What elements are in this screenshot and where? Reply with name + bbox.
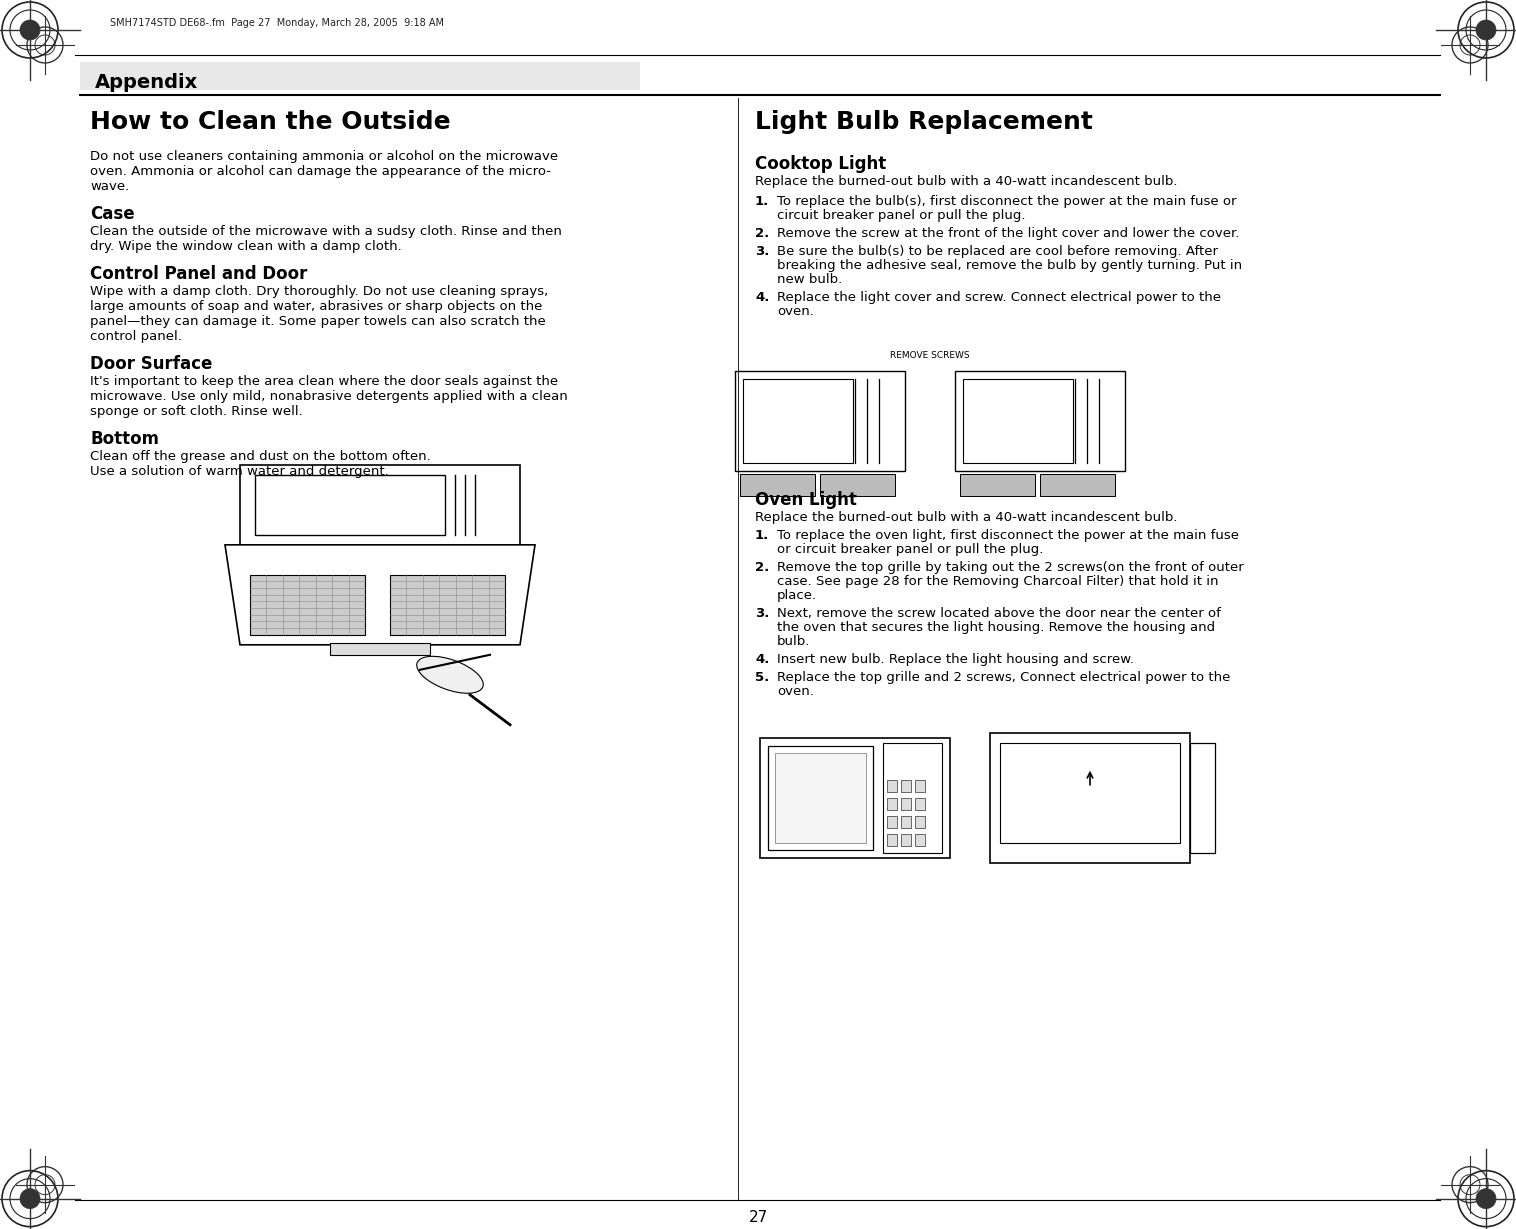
Text: Bottom: Bottom	[89, 430, 159, 447]
Text: Remove the screw at the front of the light cover and lower the cover.: Remove the screw at the front of the lig…	[778, 227, 1240, 240]
Text: breaking the adhesive seal, remove the bulb by gently turning. Put in: breaking the adhesive seal, remove the b…	[778, 259, 1242, 272]
Bar	[735, 371, 905, 471]
Text: Replace the burned-out bulb with a 40-watt incandescent bulb.: Replace the burned-out bulb with a 40-wa…	[755, 175, 1178, 188]
Text: 2.: 2.	[755, 227, 769, 240]
Bar	[955, 371, 1125, 471]
Text: microwave. Use only mild, nonabrasive detergents applied with a clean: microwave. Use only mild, nonabrasive de…	[89, 390, 568, 403]
Bar	[240, 465, 520, 544]
Text: Clean the outside of the microwave with a sudsy cloth. Rinse and then: Clean the outside of the microwave with …	[89, 225, 562, 238]
Circle shape	[20, 20, 39, 41]
Bar	[960, 474, 1035, 495]
Bar	[743, 379, 854, 463]
Text: 3.: 3.	[755, 607, 770, 619]
Bar	[887, 816, 897, 828]
Text: Remove the top grille by taking out the 2 screws(on the front of outer: Remove the top grille by taking out the …	[778, 560, 1243, 574]
Text: Light Bulb Replacement: Light Bulb Replacement	[755, 109, 1093, 134]
Circle shape	[1477, 1188, 1496, 1208]
Bar	[901, 833, 911, 846]
Bar	[250, 575, 365, 635]
Bar	[901, 816, 911, 828]
Text: 1.: 1.	[755, 528, 769, 542]
Text: circuit breaker panel or pull the plug.: circuit breaker panel or pull the plug.	[778, 209, 1025, 222]
Text: panel—they can damage it. Some paper towels can also scratch the: panel—they can damage it. Some paper tow…	[89, 315, 546, 328]
Polygon shape	[224, 544, 535, 645]
Text: SMH7174STD DE68-.fm  Page 27  Monday, March 28, 2005  9:18 AM: SMH7174STD DE68-.fm Page 27 Monday, Marc…	[111, 18, 444, 28]
Bar	[1040, 474, 1114, 495]
Text: Door Surface: Door Surface	[89, 355, 212, 372]
Text: Insert new bulb. Replace the light housing and screw.: Insert new bulb. Replace the light housi…	[778, 653, 1134, 666]
Bar	[769, 746, 873, 849]
Text: Use a solution of warm water and detergent.: Use a solution of warm water and deterge…	[89, 465, 388, 478]
Bar	[80, 61, 640, 90]
Bar	[882, 742, 941, 853]
Bar	[760, 737, 951, 858]
Text: dry. Wipe the window clean with a damp cloth.: dry. Wipe the window clean with a damp c…	[89, 240, 402, 253]
Text: large amounts of soap and water, abrasives or sharp objects on the: large amounts of soap and water, abrasiv…	[89, 300, 543, 313]
Circle shape	[20, 1188, 39, 1208]
Text: Replace the top grille and 2 screws, Connect electrical power to the: Replace the top grille and 2 screws, Con…	[778, 671, 1231, 683]
Bar	[887, 833, 897, 846]
Text: the oven that secures the light housing. Remove the housing and: the oven that secures the light housing.…	[778, 621, 1216, 634]
Text: To replace the bulb(s), first disconnect the power at the main fuse or: To replace the bulb(s), first disconnect…	[778, 195, 1237, 208]
Text: Oven Light: Oven Light	[755, 490, 857, 509]
Text: Control Panel and Door: Control Panel and Door	[89, 265, 308, 283]
Bar	[887, 779, 897, 791]
Text: oven.: oven.	[778, 305, 814, 318]
Circle shape	[1477, 20, 1496, 41]
Ellipse shape	[417, 656, 484, 693]
Text: Clean off the grease and dust on the bottom often.: Clean off the grease and dust on the bot…	[89, 450, 431, 463]
Text: 5.: 5.	[755, 671, 769, 683]
Text: Case: Case	[89, 205, 135, 222]
Bar	[330, 643, 431, 655]
Bar	[1001, 742, 1179, 843]
Text: new bulb.: new bulb.	[778, 273, 843, 286]
Text: 4.: 4.	[755, 291, 770, 304]
Text: control panel.: control panel.	[89, 329, 182, 343]
Bar	[255, 474, 446, 535]
Text: To replace the oven light, first disconnect the power at the main fuse: To replace the oven light, first disconn…	[778, 528, 1239, 542]
Text: 1.: 1.	[755, 195, 769, 208]
Text: or circuit breaker panel or pull the plug.: or circuit breaker panel or pull the plu…	[778, 543, 1043, 556]
Text: bulb.: bulb.	[778, 635, 811, 648]
Text: Cooktop Light: Cooktop Light	[755, 155, 887, 173]
Bar	[390, 575, 505, 635]
Text: case. See page 28 for the Removing Charcoal Filter) that hold it in: case. See page 28 for the Removing Charc…	[778, 575, 1219, 587]
Bar	[820, 474, 894, 495]
Text: Replace the burned-out bulb with a 40-watt incandescent bulb.: Replace the burned-out bulb with a 40-wa…	[755, 511, 1178, 524]
Text: Do not use cleaners containing ammonia or alcohol on the microwave: Do not use cleaners containing ammonia o…	[89, 150, 558, 163]
Text: Wipe with a damp cloth. Dry thoroughly. Do not use cleaning sprays,: Wipe with a damp cloth. Dry thoroughly. …	[89, 285, 549, 297]
Bar	[740, 474, 816, 495]
Text: 27: 27	[749, 1209, 767, 1224]
Bar	[963, 379, 1073, 463]
Bar	[901, 798, 911, 810]
Text: 3.: 3.	[755, 245, 770, 258]
Bar	[1190, 742, 1214, 853]
Bar	[916, 779, 925, 791]
Bar	[775, 753, 866, 843]
Bar	[916, 798, 925, 810]
Text: 4.: 4.	[755, 653, 770, 666]
Text: Next, remove the screw located above the door near the center of: Next, remove the screw located above the…	[778, 607, 1220, 619]
Text: 2.: 2.	[755, 560, 769, 574]
Bar	[990, 732, 1190, 863]
Text: oven. Ammonia or alcohol can damage the appearance of the micro-: oven. Ammonia or alcohol can damage the …	[89, 165, 550, 178]
Bar	[916, 816, 925, 828]
Text: Replace the light cover and screw. Connect electrical power to the: Replace the light cover and screw. Conne…	[778, 291, 1220, 304]
Text: sponge or soft cloth. Rinse well.: sponge or soft cloth. Rinse well.	[89, 404, 303, 418]
Bar	[916, 833, 925, 846]
Bar	[887, 798, 897, 810]
Text: oven.: oven.	[778, 685, 814, 698]
Text: REMOVE SCREWS: REMOVE SCREWS	[890, 351, 970, 360]
Text: wave.: wave.	[89, 179, 129, 193]
Bar	[901, 779, 911, 791]
Text: How to Clean the Outside: How to Clean the Outside	[89, 109, 450, 134]
Text: Appendix: Appendix	[96, 73, 199, 92]
Text: place.: place.	[778, 589, 817, 602]
Text: Be sure the bulb(s) to be replaced are cool before removing. After: Be sure the bulb(s) to be replaced are c…	[778, 245, 1217, 258]
Text: It's important to keep the area clean where the door seals against the: It's important to keep the area clean wh…	[89, 375, 558, 388]
